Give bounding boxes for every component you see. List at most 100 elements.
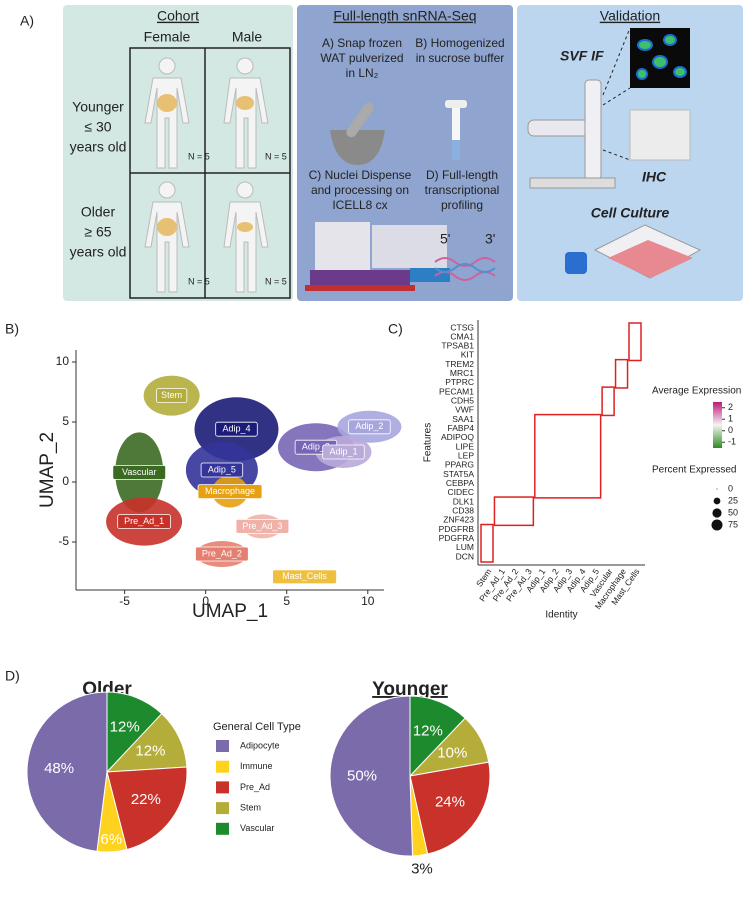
method-label: Cell Culture	[591, 205, 670, 221]
feature-label: CTSG	[450, 322, 474, 332]
legend-title: General Cell Type	[213, 721, 301, 733]
n-label: N = 5	[265, 276, 287, 286]
cluster-label: Adip_1	[329, 446, 357, 456]
pie-label: 50%	[347, 768, 377, 785]
box-title: Cohort	[157, 8, 199, 24]
feature-label: LIPE	[456, 441, 475, 451]
feature-label: CD38	[452, 505, 474, 515]
body	[223, 181, 269, 293]
marker-box	[534, 413, 602, 499]
legend-swatch	[216, 760, 229, 773]
cluster-label: Stem	[161, 390, 182, 400]
icell8-instrument	[305, 222, 450, 291]
pie-label: 12%	[110, 718, 140, 735]
feature-label: LEP	[458, 450, 474, 460]
pie-label: 48%	[44, 760, 74, 777]
n-label: N = 5	[188, 151, 210, 161]
legend-tick-label: 75	[728, 519, 738, 529]
feature-label: PDGFRB	[439, 524, 475, 534]
cluster-label-box	[197, 484, 263, 500]
feature-label: PDGFRA	[439, 533, 475, 543]
mortar	[330, 102, 385, 165]
cluster-label: Pre_Ad_3	[242, 521, 282, 531]
box-title: Full-length snRNA-Seq	[333, 8, 476, 24]
feature-label: ZNF423	[443, 515, 474, 525]
feature-label: LUM	[456, 542, 474, 552]
pie-slice	[105, 712, 188, 773]
panel-label: D)	[5, 668, 20, 684]
cluster-label-box	[272, 569, 337, 585]
legend-tick-label: 50	[728, 507, 738, 517]
cluster-label-box	[117, 514, 171, 529]
panel-label: A)	[20, 13, 34, 29]
x-tick-label: 5	[283, 594, 290, 608]
step-text: and processing on	[311, 183, 409, 197]
y-tick-label: 0	[62, 474, 69, 488]
x-tick-label: 0	[202, 594, 209, 608]
cluster-label-box	[348, 419, 391, 435]
method-label: IHC	[642, 169, 667, 185]
step-text: ICELL8 cx	[332, 198, 387, 212]
feature-label: KIT	[461, 350, 474, 360]
x-tick-label: -5	[119, 594, 130, 608]
pie-label: 22%	[131, 791, 161, 808]
y-axis-label: Features	[423, 423, 434, 462]
feature-label: PECAM1	[439, 386, 474, 396]
color-bar	[713, 402, 722, 448]
marker-box	[480, 523, 494, 563]
y-tick-label: 5	[62, 414, 69, 428]
homogenizer	[445, 100, 467, 160]
legend-title: Average Expression	[652, 386, 741, 397]
legend-tick-label: 25	[728, 495, 738, 505]
x-tick-label: 10	[361, 594, 375, 608]
legend-label: Stem	[240, 802, 261, 812]
pie-slice	[106, 766, 188, 851]
silhouettes	[144, 57, 269, 293]
box-title: Validation	[600, 8, 660, 24]
legend-tick-label: 0	[728, 425, 733, 435]
cluster-label-box	[235, 519, 290, 534]
feature-label: CDH5	[451, 396, 474, 406]
feature-label: FABP4	[448, 423, 475, 433]
legend-tick-label: 2	[728, 402, 733, 412]
cluster-label-box	[156, 388, 188, 404]
n-label: N = 5	[265, 151, 287, 161]
row-label: ≥ 65	[84, 224, 111, 240]
pie-label: 12%	[135, 743, 165, 760]
feature-label: MRC1	[450, 368, 474, 378]
cluster-label-box	[215, 421, 258, 437]
cluster-label: Adip_2	[355, 421, 383, 431]
feature-label: CMA1	[450, 331, 474, 341]
if-cells	[636, 34, 687, 80]
step-text: C) Nuclei Dispense	[309, 168, 412, 182]
column-label: Male	[232, 29, 263, 45]
legend-swatch	[216, 822, 229, 835]
size-key	[712, 508, 722, 518]
cluster-label: Pre_Ad_2	[202, 548, 242, 558]
legend-tick-label: 1	[728, 414, 733, 424]
legend-label: Vascular	[240, 823, 274, 833]
pie-slice	[26, 691, 108, 852]
size-key	[713, 497, 721, 505]
legend-label: Adipocyte	[240, 740, 280, 750]
method-label: SVF IF	[560, 48, 604, 64]
feature-label: ADIPOQ	[441, 432, 474, 442]
feature-label: PTPRC	[445, 377, 474, 387]
row-label: Younger	[72, 99, 124, 115]
pie-slice	[409, 761, 491, 855]
body	[144, 181, 190, 293]
pie-label: 24%	[435, 794, 465, 811]
connector	[602, 149, 631, 161]
feature-label: TREM2	[445, 359, 474, 369]
step-text: B) Homogenized	[415, 36, 504, 50]
size-key	[711, 519, 723, 531]
y-tick-label: 10	[56, 354, 70, 368]
cluster-label-box	[195, 546, 249, 562]
cluster-label: Pre_Ad_1	[124, 516, 164, 526]
step-text: transcriptional	[425, 183, 500, 197]
marker-box	[628, 322, 642, 362]
legend-swatch	[216, 740, 229, 752]
pie-label: 10%	[437, 744, 467, 761]
cluster-label-box	[112, 464, 167, 480]
feature-label: DLK1	[453, 496, 475, 506]
